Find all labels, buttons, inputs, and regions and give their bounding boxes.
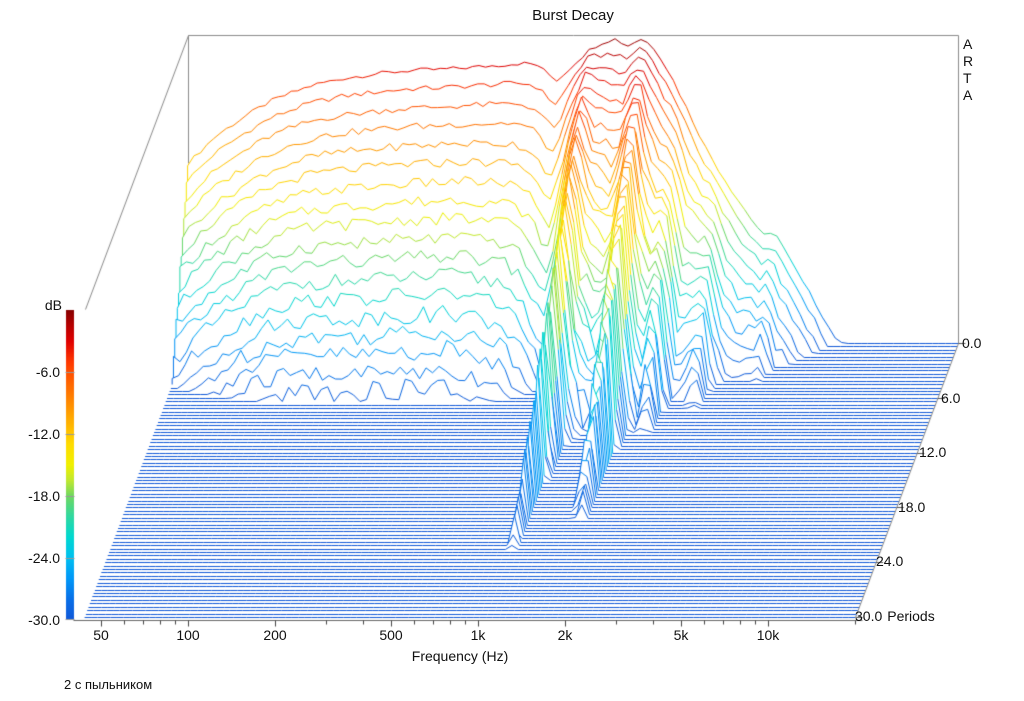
- db-tick-label: -12.0: [28, 426, 60, 442]
- arta-watermark: A R T A: [963, 36, 974, 103]
- period-tick-label: 18.0: [898, 499, 926, 515]
- freq-tick-label: 50: [93, 627, 109, 643]
- db-tick-label: -6.0: [35, 364, 60, 380]
- db-axis-title: dB: [44, 297, 62, 313]
- freq-tick-label: 5k: [673, 627, 689, 643]
- db-tick-label: -18.0: [28, 488, 60, 504]
- db-tick-label: -24.0: [28, 550, 60, 566]
- freq-tick-label: 100: [176, 627, 200, 643]
- db-tick-label: -30.0: [28, 612, 60, 628]
- periods-axis-title: Periods: [887, 608, 935, 624]
- page-title: Burst Decay: [532, 7, 614, 24]
- period-tick-label: 6.0: [941, 390, 961, 406]
- freq-tick-label: 2k: [557, 627, 573, 643]
- freq-tick-label: 500: [379, 627, 403, 643]
- period-tick-label: 24.0: [876, 553, 904, 569]
- period-tick-label: 12.0: [919, 444, 947, 460]
- measurement-annotation: 2 с пыльником: [64, 677, 153, 692]
- period-tick-last: 30.0: [855, 608, 883, 624]
- freq-tick-label: 1k: [470, 627, 486, 643]
- period-tick-label: 0.0: [962, 335, 982, 351]
- freq-axis-title: Frequency (Hz): [411, 648, 509, 664]
- freq-tick-label: 200: [263, 627, 287, 643]
- period-tick-label: 30.0 Periods: [855, 608, 935, 624]
- freq-tick-label: 10k: [756, 627, 780, 643]
